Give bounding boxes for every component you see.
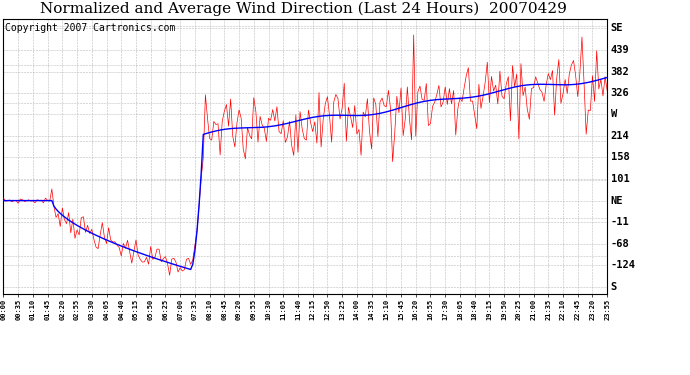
Text: 101: 101: [611, 174, 629, 184]
Text: 439: 439: [611, 45, 629, 55]
Text: 214: 214: [611, 131, 629, 141]
Text: S: S: [611, 282, 617, 292]
Text: 382: 382: [611, 67, 629, 76]
Text: 326: 326: [611, 88, 629, 98]
Text: Normalized and Average Wind Direction (Last 24 Hours)  20070429: Normalized and Average Wind Direction (L…: [40, 2, 567, 16]
Text: NE: NE: [611, 196, 623, 206]
Text: 158: 158: [611, 152, 629, 162]
Text: W: W: [611, 110, 617, 120]
Text: -124: -124: [611, 260, 635, 270]
Text: -11: -11: [611, 217, 629, 227]
Text: SE: SE: [611, 23, 623, 33]
Text: Copyright 2007 Cartronics.com: Copyright 2007 Cartronics.com: [6, 23, 176, 33]
Text: -68: -68: [611, 239, 629, 249]
